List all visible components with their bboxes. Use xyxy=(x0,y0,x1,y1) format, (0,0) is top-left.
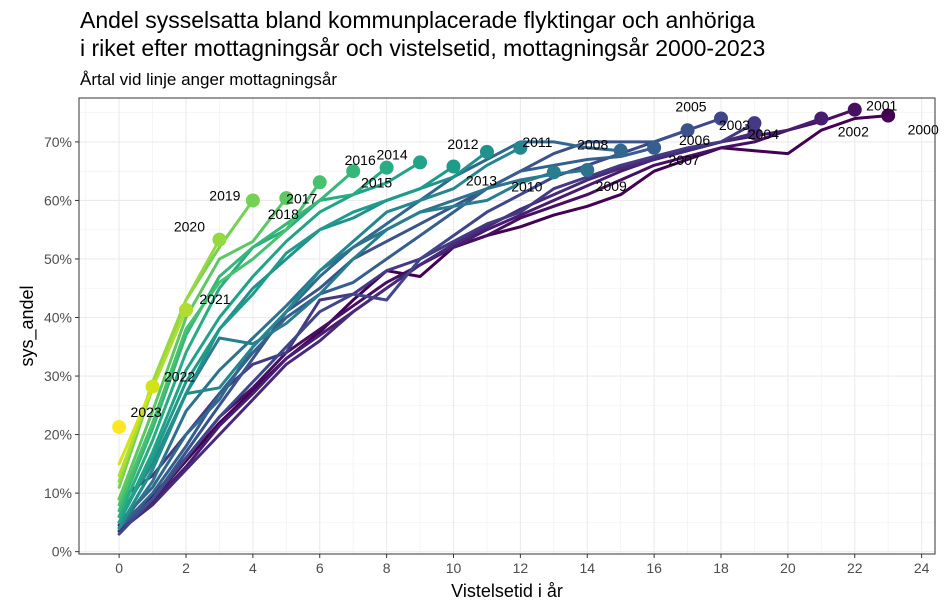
chart-title: Andel sysselsatta bland kommunplacerade … xyxy=(80,6,765,62)
series-label-2007: 2007 xyxy=(669,152,700,168)
end-point-2008 xyxy=(613,143,628,158)
end-point-2015 xyxy=(379,160,394,175)
series-label-2002: 2002 xyxy=(838,123,869,139)
x-tick-label: 4 xyxy=(249,560,257,576)
series-label-2009: 2009 xyxy=(596,178,627,194)
chart-title-line-1: Andel sysselsatta bland kommunplacerade … xyxy=(80,7,756,33)
end-point-2006 xyxy=(680,123,695,138)
series-label-2011: 2011 xyxy=(522,134,552,150)
series-label-2021: 2021 xyxy=(199,291,230,307)
y-tick-label: 60% xyxy=(44,192,72,208)
x-tick-label: 6 xyxy=(316,560,324,576)
end-point-2013 xyxy=(446,159,461,174)
series-line-2017 xyxy=(117,180,322,507)
plot-panel xyxy=(78,97,936,555)
series-line-2009 xyxy=(117,168,589,530)
series-label-2000: 2000 xyxy=(908,122,939,138)
x-tick-label: 18 xyxy=(713,560,729,576)
series-line-2008 xyxy=(117,140,623,524)
end-point-2004 xyxy=(747,116,762,131)
series-label-2013: 2013 xyxy=(466,172,497,188)
series-line-2006 xyxy=(117,128,690,530)
end-point-2001 xyxy=(847,102,862,117)
series-line-2003 xyxy=(117,131,756,533)
series-label-2008: 2008 xyxy=(577,137,608,153)
series-end-points xyxy=(112,102,896,434)
series-label-2018: 2018 xyxy=(268,206,299,222)
end-point-2021 xyxy=(179,302,193,317)
end-point-2014 xyxy=(413,155,428,170)
y-axis: 0% 10% 20% 30% 40% 50% 60% 70% xyxy=(44,134,79,560)
chart-subtitle: Årtal vid linje anger mottagningsår xyxy=(80,70,338,89)
y-tick-label: 20% xyxy=(44,427,72,443)
series-label-2015: 2015 xyxy=(361,175,392,191)
series-lines xyxy=(117,108,890,536)
end-point-2019 xyxy=(245,193,260,208)
series-line-2001 xyxy=(117,108,857,527)
x-tick-label: 16 xyxy=(646,560,662,576)
x-tick-label: 0 xyxy=(115,560,123,576)
y-tick-label: 50% xyxy=(44,251,72,267)
series-line-2013 xyxy=(117,165,455,524)
series-line-2014 xyxy=(117,160,422,524)
series-line-2018 xyxy=(117,196,288,501)
y-tick-label: 0% xyxy=(52,544,72,560)
end-point-2017 xyxy=(312,175,327,190)
x-tick-label: 10 xyxy=(446,560,462,576)
series-label-2006: 2006 xyxy=(679,132,710,148)
end-point-2000 xyxy=(881,108,896,123)
y-tick-label: 30% xyxy=(44,368,72,384)
end-point-2023 xyxy=(112,419,127,434)
series-label-2014: 2014 xyxy=(376,146,407,162)
series-label-2022: 2022 xyxy=(164,369,195,385)
end-point-2005 xyxy=(714,111,728,126)
series-label-2010: 2010 xyxy=(511,178,542,194)
series-label-2020: 2020 xyxy=(174,219,205,235)
x-tick-label: 8 xyxy=(383,560,391,576)
x-tick-label: 14 xyxy=(579,560,595,576)
x-axis: 0 2 4 6 8 10 12 14 16 18 20 22 24 xyxy=(115,554,930,576)
plot-border xyxy=(78,97,936,555)
series-label-2001: 2001 xyxy=(866,98,897,114)
series-label-2023: 2023 xyxy=(131,404,162,420)
end-point-2020 xyxy=(212,232,227,247)
end-point-2009 xyxy=(580,163,595,177)
series-line-2016 xyxy=(117,169,355,513)
end-point-2003 xyxy=(747,126,762,141)
x-tick-label: 12 xyxy=(513,560,529,576)
end-point-2010 xyxy=(546,165,561,180)
y-tick-label: 40% xyxy=(44,310,72,326)
series-label-2012: 2012 xyxy=(447,136,478,152)
y-axis-title: sys_andel xyxy=(17,285,38,366)
series-label-2016: 2016 xyxy=(345,152,376,168)
end-point-2012 xyxy=(479,144,494,159)
chart-title-line-2: i riket efter mottagningsår och vistelse… xyxy=(80,35,766,61)
series-line-2022 xyxy=(117,385,155,466)
series-label-2004: 2004 xyxy=(748,126,779,142)
x-axis-title: Vistelsetid i år xyxy=(451,581,563,601)
end-point-2016 xyxy=(346,164,361,179)
x-tick-label: 24 xyxy=(914,560,930,576)
end-point-2002 xyxy=(814,111,829,126)
end-point-2018 xyxy=(279,191,294,206)
x-tick-label: 2 xyxy=(182,560,190,576)
x-tick-label: 20 xyxy=(780,560,796,576)
end-point-2007 xyxy=(647,140,662,155)
series-label-2019: 2019 xyxy=(209,187,240,203)
series-label-2017: 2017 xyxy=(286,190,317,206)
x-tick-label: 22 xyxy=(847,560,863,576)
end-point-2022 xyxy=(145,379,160,394)
y-tick-label: 10% xyxy=(44,485,72,501)
series-line-2000 xyxy=(117,114,890,533)
y-tick-label: 70% xyxy=(44,134,72,150)
end-point-2011 xyxy=(513,140,528,155)
series-label-2005: 2005 xyxy=(675,98,706,114)
series-label-2003: 2003 xyxy=(719,117,750,133)
